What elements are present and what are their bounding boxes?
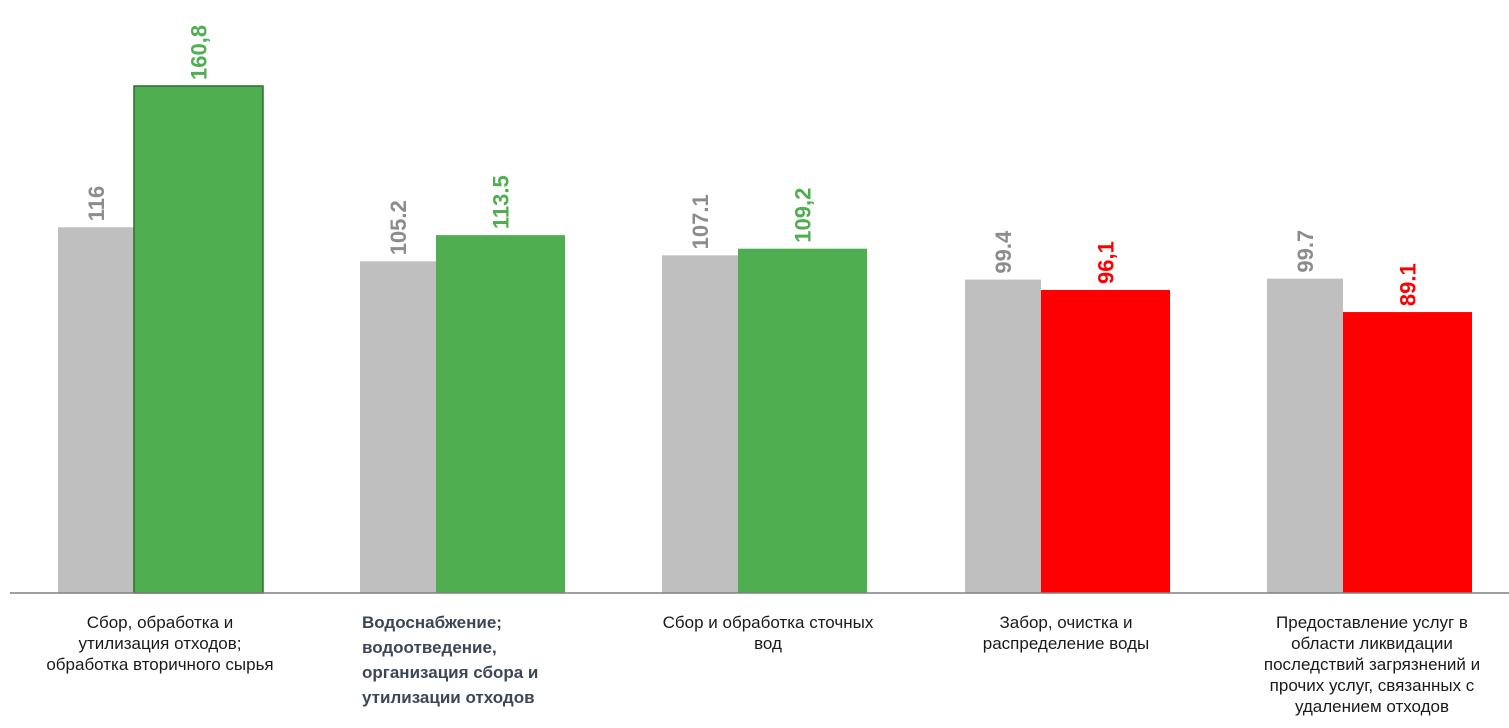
category-label-3: Забор, очистка и распределение воды: [982, 613, 1150, 653]
bar-series2-1: [436, 235, 565, 593]
data-label-series1-3: 99.4: [991, 230, 1016, 274]
category-label-1: Водоснабжение; водоотведение, организаци…: [362, 613, 539, 707]
data-label-series1-1: 105.2: [386, 200, 411, 255]
bar-series2-4: [1343, 312, 1472, 593]
bar-series2-3: [1041, 289, 1170, 593]
data-label-series1-2: 107.1: [688, 194, 713, 249]
bar-series2-2: [738, 248, 867, 593]
data-label-series2-1: 113.5: [489, 175, 514, 229]
category-label-2: Сбор и обработка сточных вод: [662, 613, 874, 653]
bar-series1-4: [1267, 278, 1343, 593]
bar-series2-0: [133, 85, 264, 594]
data-label-series2-4: 89.1: [1396, 263, 1421, 306]
data-label-series2-0: 160,8: [187, 25, 212, 80]
bar-series1-0: [58, 227, 134, 594]
category-label-0: Сбор, обработка и утилизация отходов; об…: [46, 613, 274, 674]
data-label-series2-2: 109,2: [791, 188, 816, 243]
bar-series1-1: [360, 261, 436, 593]
data-label-series1-4: 99.7: [1293, 230, 1318, 273]
data-label-series2-3: 96,1: [1094, 241, 1119, 284]
bar-series1-2: [662, 255, 738, 593]
category-label-4: Предоставление услуг в области ликвидаци…: [1263, 613, 1481, 716]
bar-series1-3: [965, 279, 1041, 593]
data-label-series1-0: 116: [84, 186, 109, 222]
